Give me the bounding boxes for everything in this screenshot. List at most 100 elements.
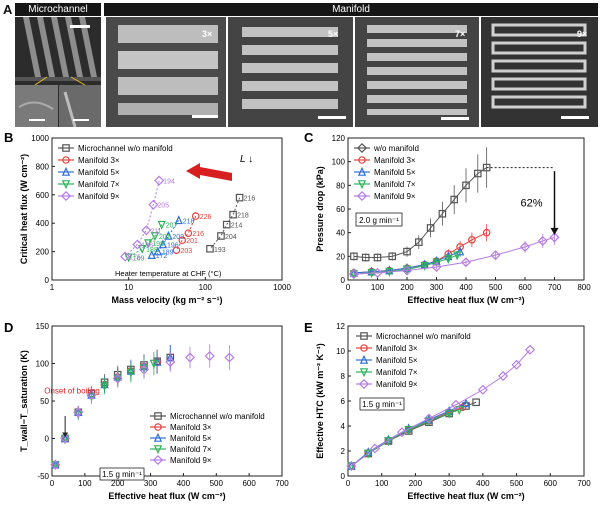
legend-marker-m9: [152, 454, 164, 466]
y-tick-label: 1000: [31, 134, 49, 143]
data-point: [537, 235, 548, 246]
data-point: [372, 267, 383, 278]
data-point: [414, 238, 423, 246]
x-tick-label: 1: [50, 283, 55, 292]
legend-label-m5: Manifold 5×: [374, 168, 416, 177]
data-point: [482, 228, 491, 237]
data-point: [224, 352, 235, 363]
data-point: [444, 254, 453, 264]
x-axis-label: Effective heat flux (W cm⁻²): [108, 491, 225, 501]
data-point: [525, 344, 536, 355]
data-point: [396, 427, 407, 438]
data-point: [445, 409, 454, 419]
data-point: [438, 209, 447, 218]
legend-marker-m3: [360, 344, 368, 352]
legend-label-m3: Manifold 3×: [374, 156, 416, 165]
heater-temp-label: 188: [141, 243, 153, 250]
data-point: [349, 267, 359, 277]
legend-label-m5: Manifold 5×: [170, 434, 212, 443]
heater-temp-label: 205: [157, 203, 169, 210]
series-wo: [350, 147, 491, 262]
legend-label-m5: Manifold 5×: [376, 356, 418, 365]
legend-marker-m5: [61, 166, 71, 176]
data-point: [50, 459, 61, 470]
legend-marker-m3: [62, 156, 70, 164]
heater-temp-label: 211: [150, 228, 161, 235]
y-tick-label: 0: [45, 276, 50, 285]
manifold-9x-sem-image: 9×: [481, 17, 598, 127]
manifold-header: Manifold: [104, 3, 598, 16]
legend-label-m3: Manifold 3×: [170, 423, 212, 432]
data-point: [388, 252, 397, 261]
legend-marker-wo: [154, 412, 162, 420]
data-point: [222, 220, 231, 229]
data-point: [120, 251, 131, 262]
panel-e-letter: E: [304, 320, 313, 335]
data-point: [364, 449, 373, 459]
chart-b-critical-heat-flux: B 1 10 100 1000 0 200 400 600 800 1000 Mass velocit…: [4, 130, 291, 305]
legend-marker-m5: [359, 354, 369, 364]
x-tick-label: 700: [577, 479, 591, 488]
y-tick-label: 400: [36, 219, 50, 228]
data-point: [373, 253, 382, 262]
x-tick-label: 100: [199, 283, 213, 292]
data-point: [346, 460, 357, 472]
data-point: [165, 356, 176, 368]
y-tick-label: 10: [336, 347, 345, 356]
multiplier-9x-label: 9×: [577, 29, 588, 39]
x-tick-label: 300: [442, 479, 456, 488]
x-tick-label: 500: [510, 479, 524, 488]
data-point: [462, 181, 470, 190]
y-axis-label: Critical heat flux (W cm⁻²): [19, 154, 29, 264]
data-point: [229, 210, 237, 219]
data-point: [348, 269, 359, 280]
series-m7: [347, 405, 464, 472]
data-point: [431, 261, 442, 273]
legend-marker-wo: [62, 144, 70, 152]
data-point: [184, 352, 196, 363]
data-point: [138, 364, 150, 375]
data-point: [172, 246, 181, 254]
data-point: [217, 232, 225, 240]
microchannel-header: Microchannel: [15, 3, 101, 16]
legend-label-m7: Manifold 7×: [170, 445, 212, 454]
onset-arrow-head: [62, 432, 69, 437]
trend-arrow: [186, 163, 232, 181]
legend-label-m3: Manifold 3×: [376, 344, 418, 353]
data-point: [369, 443, 381, 454]
x-axis-label: Effective heat flux (W cm⁻²): [407, 295, 524, 305]
y-tick-label: 100: [36, 360, 50, 369]
y-tick-label: 20: [336, 252, 345, 261]
x-tick-label: 600: [242, 479, 256, 488]
data-point: [361, 253, 370, 262]
microchannel-sem-image: [15, 17, 101, 127]
x-tick-label: 800: [577, 283, 591, 292]
legend-label-m9: Manifold 9×: [78, 192, 120, 201]
legend-label-m9: Manifold 9×: [170, 456, 212, 465]
plot-frame: [51, 325, 283, 477]
legend-label-m7: Manifold 7×: [78, 180, 120, 189]
legend-label-wo: Microchannel w/o manifold: [376, 332, 471, 341]
heater-temp-label: 203: [180, 248, 192, 255]
panel-d-letter: D: [4, 320, 13, 335]
y-tick-label: 12: [336, 322, 345, 331]
series-line-m7: [351, 409, 460, 467]
x-tick-label: 100: [375, 479, 389, 488]
data-point: [347, 462, 356, 472]
x-axis-label: Effective heat flux (W cm⁻²): [407, 491, 524, 501]
manifold-5x-sem-image: 5×: [228, 17, 353, 127]
data-point: [153, 356, 162, 366]
multiplier-5x-label: 5×: [328, 29, 339, 39]
x-tick-label: 200: [400, 283, 414, 292]
y-tick-label: 40: [336, 229, 345, 238]
data-point: [206, 244, 214, 253]
legend-marker-wo: [360, 332, 368, 340]
y-tick-label: 0: [341, 276, 346, 285]
chart-d-wall-superheat: D0 100 200 300 400 500 600 700-50050100150Effec…: [4, 320, 289, 501]
heater-temp-label: 194: [163, 179, 175, 186]
data-point: [154, 175, 165, 186]
legend-label-m9: Manifold 9×: [376, 380, 418, 389]
